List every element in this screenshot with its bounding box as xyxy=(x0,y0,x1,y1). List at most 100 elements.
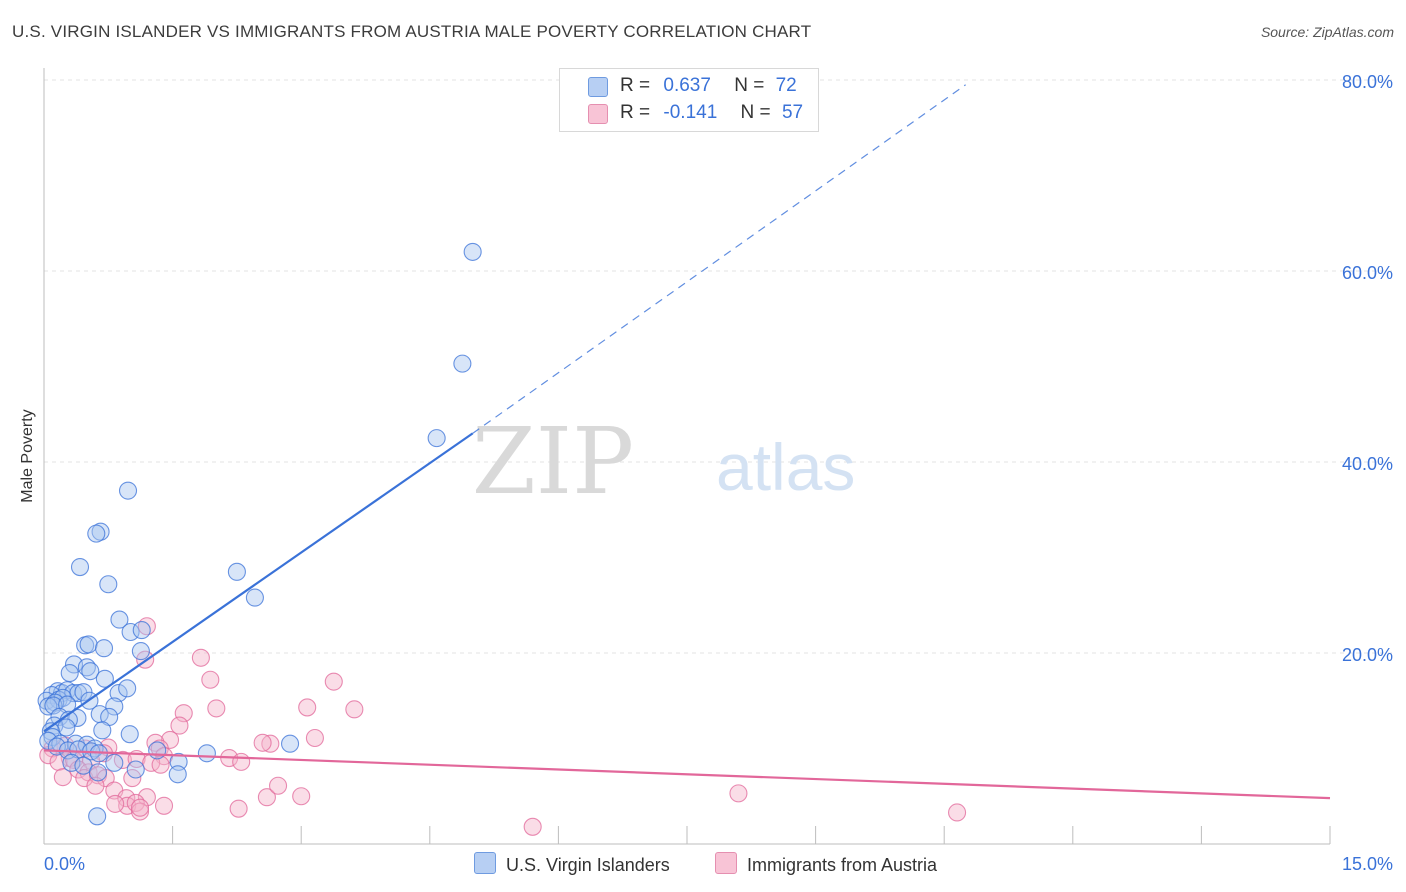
data-point-austria xyxy=(292,787,311,806)
data-point-virgin-islanders xyxy=(120,725,139,744)
data-point-virgin-islanders xyxy=(110,610,129,629)
x-tick-label: 15.0% xyxy=(1342,854,1393,874)
data-point-austria xyxy=(298,698,317,717)
data-point-virgin-islanders xyxy=(57,718,76,737)
data-point-austria xyxy=(106,794,125,813)
correlation-legend: R = 0.637 N = 72 R = -0.141 N = 57 xyxy=(559,68,819,132)
data-point-virgin-islanders xyxy=(427,429,446,448)
data-point-virgin-islanders xyxy=(81,662,100,681)
data-point-virgin-islanders xyxy=(463,242,482,261)
data-point-virgin-islanders xyxy=(51,734,70,753)
bottom-legend-virgin-islanders: U.S. Virgin Islanders xyxy=(474,852,670,876)
x-tick-label: 0.0% xyxy=(44,854,85,874)
legend-r-label: R = xyxy=(620,102,651,123)
legend-r-value-2: -0.141 xyxy=(663,102,718,123)
data-point-austria xyxy=(130,798,150,817)
gridlines xyxy=(44,79,1395,654)
data-point-austria xyxy=(948,803,967,822)
data-point-virgin-islanders xyxy=(148,741,167,760)
bottom-legend-swatch-blue xyxy=(474,852,496,874)
data-point-virgin-islanders xyxy=(60,664,79,683)
data-point-virgin-islanders xyxy=(95,669,114,688)
data-point-virgin-islanders xyxy=(62,753,81,772)
data-point-virgin-islanders xyxy=(70,557,90,577)
data-point-austria xyxy=(130,802,150,821)
data-point-virgin-islanders xyxy=(44,696,63,715)
legend-n-label: N = xyxy=(740,102,771,123)
data-point-austria xyxy=(151,755,170,774)
data-point-virgin-islanders xyxy=(132,621,151,640)
trend-line-virgin-islanders-extension xyxy=(472,84,966,434)
y-tick-label: 60.0% xyxy=(1342,263,1393,283)
data-point-virgin-islanders xyxy=(79,635,98,654)
data-point-virgin-islanders xyxy=(105,697,124,716)
series-immigrants-from-austria xyxy=(39,617,967,836)
data-point-austria xyxy=(232,752,251,771)
legend-n-label: N = xyxy=(734,75,765,96)
series-us-virgin-islanders xyxy=(37,242,482,826)
data-point-virgin-islanders xyxy=(109,684,128,703)
data-point-austria xyxy=(269,776,288,795)
data-point-virgin-islanders xyxy=(168,765,187,784)
trend-line-austria xyxy=(43,749,1331,800)
legend-swatch-blue xyxy=(588,77,608,97)
data-point-austria xyxy=(345,700,364,719)
tick-labels: 20.0% 40.0% 60.0% 80.0% 0.0% 15.0% xyxy=(44,72,1393,874)
data-point-virgin-islanders xyxy=(118,481,138,500)
trend-line-virgin-islanders xyxy=(43,432,474,733)
data-point-austria xyxy=(729,784,748,803)
trend-lines xyxy=(43,84,1331,800)
data-point-virgin-islanders xyxy=(227,562,246,581)
data-point-austria xyxy=(229,799,248,818)
data-point-virgin-islanders xyxy=(87,524,106,543)
data-point-virgin-islanders xyxy=(131,642,150,661)
source-label: Source: ZipAtlas.com xyxy=(1260,24,1394,40)
watermark: ZIP atlas xyxy=(472,408,856,515)
data-point-austria xyxy=(191,648,210,667)
legend-r-label: R = xyxy=(620,75,651,96)
data-point-austria xyxy=(86,776,105,795)
data-point-austria xyxy=(261,734,280,753)
axes xyxy=(43,68,1331,845)
data-point-virgin-islanders xyxy=(105,753,124,772)
bottom-legend-austria: Immigrants from Austria xyxy=(715,852,937,876)
y-tick-label: 40.0% xyxy=(1342,454,1393,474)
legend-n-value-2: 57 xyxy=(781,102,804,123)
data-point-virgin-islanders xyxy=(39,697,58,716)
legend-n-value-1: 72 xyxy=(775,75,797,96)
watermark-atlas: atlas xyxy=(716,430,855,504)
data-point-austria xyxy=(324,672,343,691)
data-point-virgin-islanders xyxy=(118,679,137,698)
bottom-legend-label-1: U.S. Virgin Islanders xyxy=(506,855,670,875)
watermark-zip: ZIP xyxy=(472,408,634,515)
data-point-austria xyxy=(154,796,174,815)
data-point-austria xyxy=(53,768,72,787)
legend-swatch-pink xyxy=(588,104,608,124)
data-point-virgin-islanders xyxy=(99,575,118,594)
data-point-austria xyxy=(117,789,136,808)
y-axis-label: Male Poverty xyxy=(19,409,36,503)
data-point-austria xyxy=(523,817,542,836)
data-point-austria xyxy=(207,699,226,718)
data-point-virgin-islanders xyxy=(281,734,300,753)
bottom-legend-swatch-pink xyxy=(715,852,737,874)
bottom-legend-label-2: Immigrants from Austria xyxy=(747,855,938,875)
data-point-austria xyxy=(170,716,189,735)
y-tick-label: 20.0% xyxy=(1342,645,1393,665)
data-point-virgin-islanders xyxy=(126,760,145,779)
data-point-austria xyxy=(257,788,276,807)
data-point-virgin-islanders xyxy=(197,744,216,763)
data-point-virgin-islanders xyxy=(245,588,264,607)
chart-title: U.S. VIRGIN ISLANDER VS IMMIGRANTS FROM … xyxy=(12,22,812,41)
legend-r-value-1: 0.637 xyxy=(663,75,711,96)
data-point-virgin-islanders xyxy=(94,639,114,658)
data-point-virgin-islanders xyxy=(453,354,472,373)
data-point-austria xyxy=(201,670,220,689)
y-tick-label: 80.0% xyxy=(1342,72,1393,92)
data-point-austria xyxy=(253,733,272,752)
data-point-virgin-islanders xyxy=(88,807,107,826)
data-point-virgin-islanders xyxy=(121,622,140,642)
data-point-virgin-islanders xyxy=(88,763,108,782)
data-point-virgin-islanders xyxy=(93,721,112,740)
